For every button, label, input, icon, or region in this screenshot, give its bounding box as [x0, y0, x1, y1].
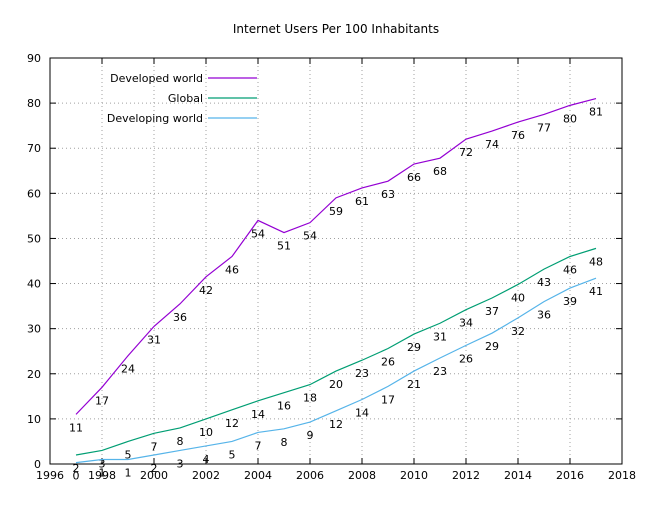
x-tick-label: 2008 [348, 469, 376, 482]
data-label: 32 [511, 325, 525, 338]
data-label: 37 [485, 305, 499, 318]
data-label: 36 [537, 309, 551, 322]
y-tick-label: 50 [27, 232, 41, 245]
data-label: 12 [329, 418, 343, 431]
data-label: 54 [303, 230, 317, 243]
data-label: 11 [69, 421, 83, 434]
series-line-2 [75, 277, 597, 464]
series-line-0 [75, 98, 597, 415]
y-tick-label: 20 [27, 368, 41, 381]
data-label: 76 [511, 129, 525, 142]
data-label: 5 [125, 448, 132, 461]
data-label: 68 [433, 165, 447, 178]
y-tick-label: 60 [27, 187, 41, 200]
x-tick-label: 2006 [296, 469, 324, 482]
x-tick-label: 2002 [192, 469, 220, 482]
data-label: 77 [537, 121, 551, 134]
x-tick-label: 2014 [504, 469, 532, 482]
y-tick-label: 0 [34, 458, 41, 471]
data-label: 46 [225, 263, 239, 276]
data-label: 81 [589, 106, 603, 119]
data-label: 46 [563, 263, 577, 276]
data-label: 10 [199, 426, 213, 439]
data-label: 9 [307, 429, 314, 442]
data-label: 41 [589, 285, 603, 298]
data-label: 20 [329, 378, 343, 391]
data-label: 31 [433, 330, 447, 343]
data-label: 7 [151, 440, 158, 453]
data-label: 59 [329, 205, 343, 218]
data-label: 14 [355, 406, 369, 419]
data-label: 40 [511, 291, 525, 304]
data-label: 51 [277, 240, 291, 253]
x-tick-label: 1996 [36, 469, 64, 482]
series-line-1 [75, 247, 597, 456]
data-label: 1 [99, 466, 106, 479]
data-label: 3 [99, 457, 106, 470]
data-label: 17 [381, 393, 395, 406]
data-label: 29 [407, 341, 421, 354]
data-label: 23 [433, 365, 447, 378]
legend-label: Developed world [110, 72, 203, 85]
data-label: 14 [251, 408, 265, 421]
data-label: 5 [229, 448, 236, 461]
data-label: 29 [485, 340, 499, 353]
data-label: 23 [355, 367, 369, 380]
data-label: 8 [177, 435, 184, 448]
y-tick-label: 10 [27, 413, 41, 426]
data-label: 39 [563, 295, 577, 308]
data-label: 31 [147, 333, 161, 346]
data-label: 8 [281, 436, 288, 449]
data-label: 36 [173, 311, 187, 324]
data-label: 3 [177, 457, 184, 470]
data-label: 26 [459, 352, 473, 365]
x-tick-label: 2004 [244, 469, 272, 482]
data-label: 18 [303, 392, 317, 405]
legend-label: Developing world [107, 112, 203, 125]
data-label: 61 [355, 195, 369, 208]
y-tick-label: 80 [27, 97, 41, 110]
data-label: 17 [95, 394, 109, 407]
chart-title: Internet Users Per 100 Inhabitants [233, 22, 439, 36]
data-label: 16 [277, 400, 291, 413]
data-label: 48 [589, 255, 603, 268]
x-tick-label: 1998 [88, 469, 116, 482]
data-label: 63 [381, 188, 395, 201]
data-label: 12 [225, 417, 239, 430]
data-label: 26 [381, 356, 395, 369]
data-label: 74 [485, 138, 499, 151]
data-label: 34 [459, 317, 473, 330]
data-label: 2 [151, 462, 158, 475]
y-tick-label: 30 [27, 323, 41, 336]
data-label: 0 [73, 470, 80, 483]
data-label: 43 [537, 276, 551, 289]
data-label: 54 [251, 227, 265, 240]
data-label: 80 [563, 112, 577, 125]
legend-label: Global [168, 92, 203, 105]
data-label: 24 [121, 363, 135, 376]
x-tick-label: 2012 [452, 469, 480, 482]
data-label: 72 [459, 146, 473, 159]
x-tick-label: 2016 [556, 469, 584, 482]
y-tick-label: 40 [27, 278, 41, 291]
y-tick-label: 70 [27, 142, 41, 155]
x-tick-label: 2010 [400, 469, 428, 482]
data-label: 21 [407, 378, 421, 391]
data-label: 66 [407, 171, 421, 184]
plot-frame [49, 57, 623, 465]
x-tick-label: 2000 [140, 469, 168, 482]
data-label: 7 [255, 439, 262, 452]
data-label: 2 [73, 462, 80, 475]
data-label: 4 [203, 453, 210, 466]
y-tick-label: 90 [27, 52, 41, 65]
data-label: 42 [199, 284, 213, 297]
data-label: 1 [125, 466, 132, 479]
x-tick-label: 2018 [608, 469, 636, 482]
